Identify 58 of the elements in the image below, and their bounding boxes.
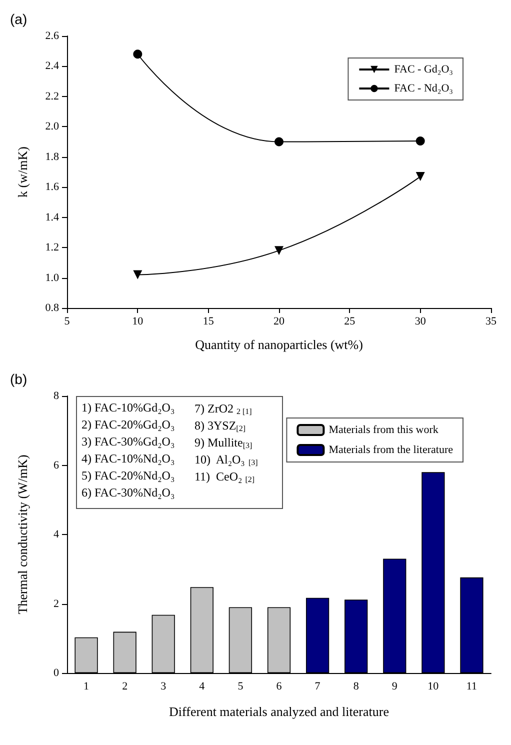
text: (b) <box>10 371 28 387</box>
annotation: 1) FAC-10%Gd₂O₃ <box>82 400 175 414</box>
x-tick-label: 10 <box>428 680 440 692</box>
x-tick-label: 10 <box>132 316 144 328</box>
x-tick-label: 30 <box>414 316 426 328</box>
y-tick-label: 1.8 <box>45 150 60 163</box>
y-axis-title: k (w/mK) <box>15 146 30 198</box>
x-tick-label: 6 <box>276 680 282 692</box>
x-tick-label: 9 <box>392 680 398 692</box>
y-tick-label: 4 <box>54 528 60 540</box>
point <box>416 172 425 182</box>
y-tick-label: 0.8 <box>45 302 60 314</box>
y-tick-label: 2.4 <box>45 60 60 72</box>
x-tick-label: 2 <box>122 680 128 692</box>
annotation: 3) FAC-30%Gd₂O₃ <box>82 434 175 448</box>
point <box>133 270 142 280</box>
y-tick-label: 2 <box>54 598 59 610</box>
y-tick-label: 1.0 <box>45 272 60 284</box>
x-tick-label: 20 <box>274 316 285 328</box>
x-tick-label: 3 <box>160 680 167 692</box>
y-tick-label: 1.2 <box>45 242 59 254</box>
legend-label: FAC - Gd₂O₃ <box>394 64 454 76</box>
y-tick-label: 1.4 <box>45 211 60 224</box>
y-tick-label: 6 <box>54 459 60 472</box>
x-tick-label: 11 <box>466 680 478 692</box>
x-tick-label: 1 <box>84 680 90 692</box>
legend-label: FAC - Nd₂O₃ <box>394 82 454 94</box>
y-tick-label: 2.6 <box>45 30 60 42</box>
annotation: 11) CeO₂ [2] <box>194 470 255 484</box>
annotation: 4) FAC-10%Nd₂O₃ <box>82 452 175 466</box>
y-tick-label: 2.0 <box>45 120 60 133</box>
point <box>274 246 284 256</box>
y-tick-label: 2.2 <box>45 90 59 102</box>
y-axis-title: Thermal conductivity (W/mK) <box>15 454 30 614</box>
x-tick-label: 5 <box>238 680 244 692</box>
point <box>133 50 142 59</box>
x-tick-label: 35 <box>486 316 497 328</box>
x-tick-label: 7 <box>314 680 321 692</box>
annotation: 6) FAC-30%Nd₂O₃ <box>82 486 175 500</box>
x-tick-label: 15 <box>202 316 214 328</box>
point <box>274 137 284 146</box>
x-axis-title: Quantity of nanoparticles (wt%) <box>195 337 363 352</box>
y-tick-label: 0 <box>54 667 60 679</box>
y-tick-label: 8 <box>54 390 60 402</box>
x-tick-label: 25 <box>344 316 356 328</box>
annotation: 5) FAC-20%Nd₂O₃ <box>82 468 175 482</box>
x-tick-label: 5 <box>64 316 70 328</box>
annotation: 10) Al₂O₃ [3] <box>194 452 258 467</box>
annotation: 7) ZrO2 2 [1] <box>194 402 252 416</box>
x-tick-label: 4 <box>199 680 206 692</box>
point <box>416 136 425 146</box>
x-tick-label: 8 <box>353 680 360 692</box>
legend-label: Materials from the literature <box>328 444 454 456</box>
annotation: 2) FAC-20%Gd₂O₃ <box>82 418 175 432</box>
text: (a) <box>10 11 28 27</box>
x-axis-title: Different materials analyzed and literature <box>169 704 390 719</box>
y-tick-label: 1.6 <box>45 181 60 194</box>
legend-label: Materials from this work <box>328 424 439 436</box>
